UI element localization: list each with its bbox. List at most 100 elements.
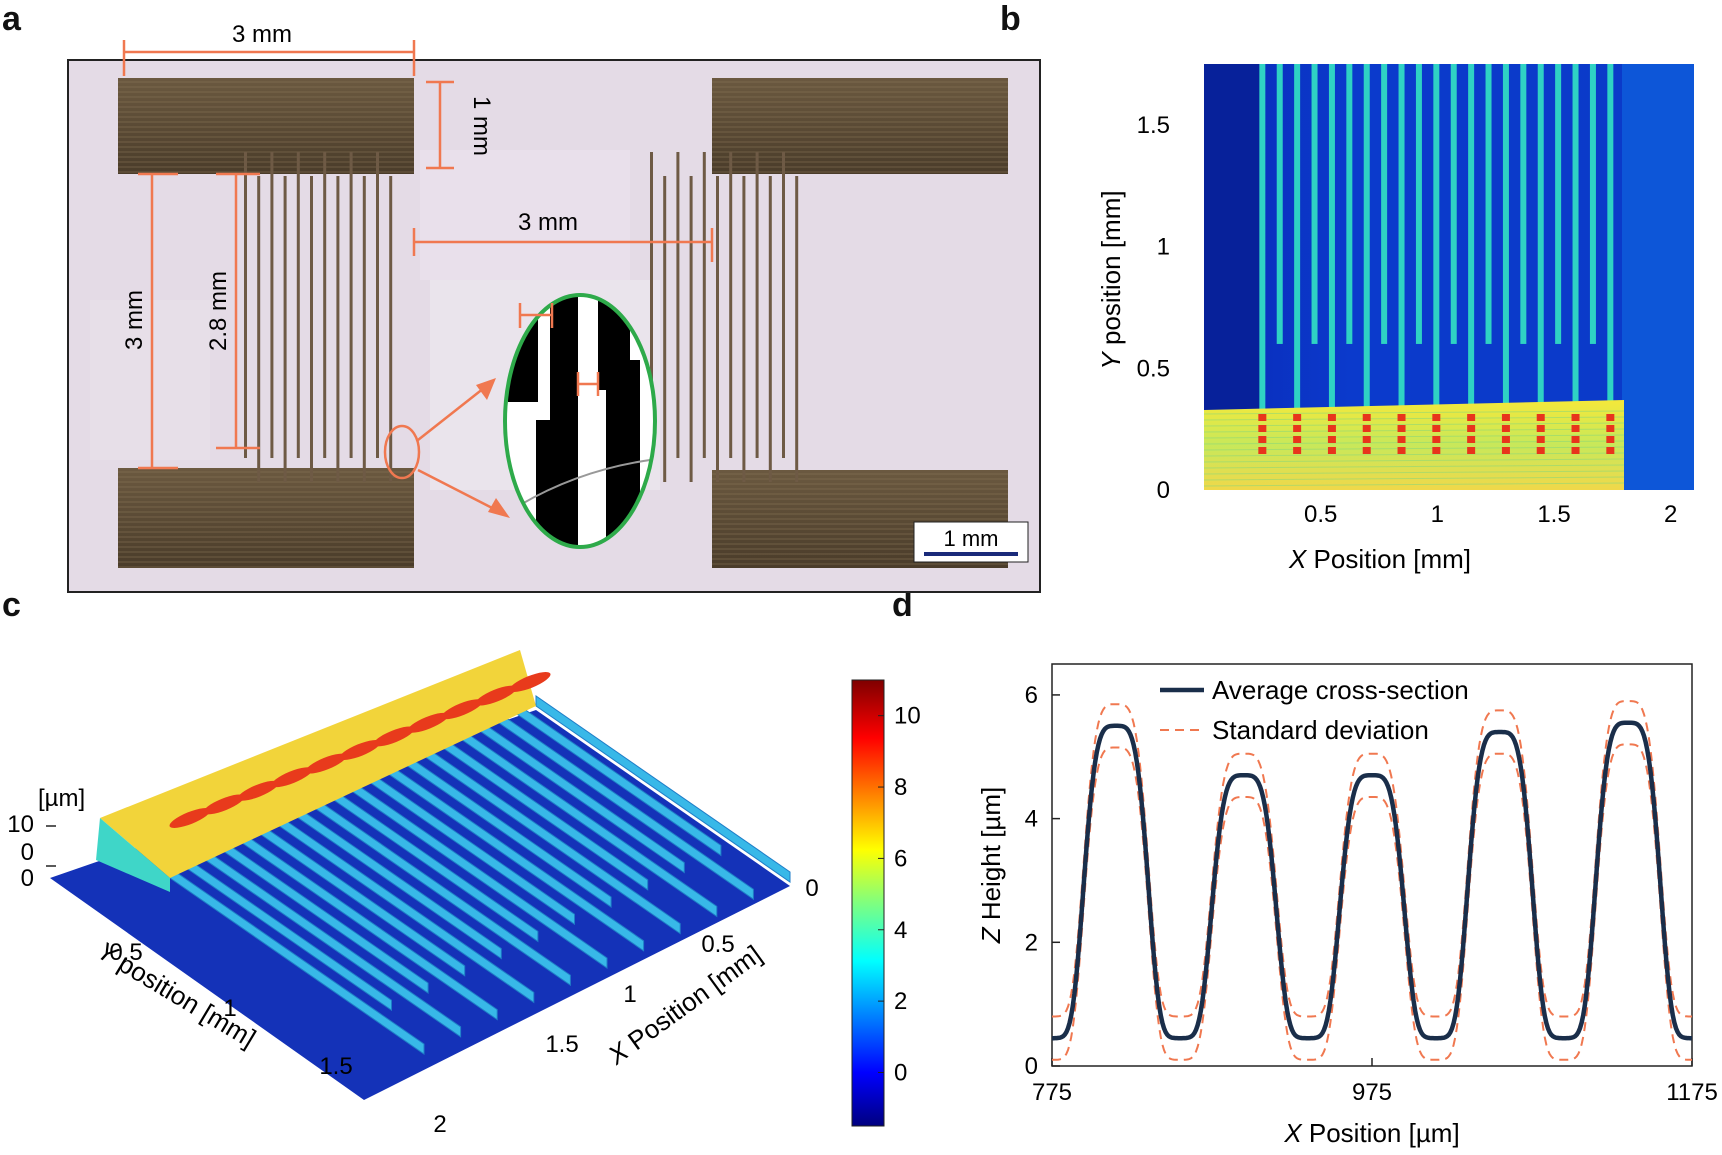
heightmap-b-finger	[1520, 64, 1527, 344]
finger-left	[310, 176, 313, 482]
finger-right	[663, 176, 667, 482]
heightmap-b-hotspot	[1327, 447, 1336, 454]
d-y-axis-label: Z Height [µm]	[976, 787, 1006, 945]
heightmap-b-finger	[1311, 64, 1318, 344]
d-x-tick: 975	[1352, 1079, 1392, 1106]
heightmap-b-hotspot	[1571, 447, 1580, 454]
heightmap-b-finger	[1276, 64, 1283, 344]
c-z-tick: 10	[7, 811, 34, 838]
heightmap-b-finger	[1537, 64, 1544, 413]
heightmap-b-finger	[1433, 64, 1440, 413]
heightmap-b-hotspot	[1397, 425, 1406, 432]
finger-right	[742, 176, 746, 482]
surface-c-ridge	[305, 753, 347, 774]
c-z-tick: 0	[21, 865, 34, 892]
finger-right	[716, 176, 719, 482]
heightmap-b-finger	[1607, 64, 1614, 413]
heightmap-b-fingers	[1259, 64, 1614, 413]
heightmap-b-hotspot	[1501, 436, 1510, 443]
series-std-lower	[1052, 743, 1692, 1061]
heightmap-b-hotspot	[1432, 425, 1441, 432]
finger-left	[270, 152, 274, 458]
heightmap-b-hotspot	[1362, 425, 1371, 432]
interdigitated-fingers	[244, 152, 799, 482]
heightmap-b-hotspot	[1501, 425, 1510, 432]
heightmap-b-hotspot	[1362, 436, 1371, 443]
finger-right	[702, 152, 706, 458]
heightmap-b-hotspot	[1432, 447, 1441, 454]
heightmap-b-hotspot	[1467, 425, 1476, 432]
heightmap-b-hotspot	[1293, 436, 1302, 443]
colorbar-tick: 10	[894, 703, 921, 730]
dimension-annotations	[122, 40, 714, 514]
finger-left	[349, 152, 353, 458]
heightmap-b-hotspots	[1258, 414, 1615, 454]
heightmap-b-hotspot	[1397, 436, 1406, 443]
heightmap-b-hotspot	[1606, 436, 1615, 443]
heightmap-b-hotspot	[1327, 414, 1336, 421]
heightmap-b-finger	[1328, 64, 1335, 413]
heightmap-b-finger	[1381, 64, 1388, 344]
heightmap-b-hotspot	[1571, 436, 1580, 443]
heightmap-b-hotspot	[1362, 414, 1371, 421]
b-y-tick: 0	[1157, 477, 1170, 504]
colorbar-tick: 4	[894, 917, 907, 944]
finger-left	[376, 152, 379, 458]
heightmap-b-hotspot	[1606, 425, 1615, 432]
electrode-pad-top-left	[118, 78, 414, 174]
heightmap-b-hotspot	[1536, 414, 1545, 421]
b-x-axis-label: X Position [mm]	[1288, 544, 1471, 574]
surface-c-ridge	[237, 780, 279, 801]
heightmap-b-hotspot	[1571, 414, 1580, 421]
b-x-tick: 1	[1431, 501, 1444, 528]
c-x-tick: 1.5	[545, 1031, 578, 1058]
surface-c-ridge	[339, 740, 381, 760]
d-x-tick: 775	[1032, 1079, 1072, 1106]
finger-left	[296, 152, 300, 458]
finger-left	[323, 152, 327, 458]
surface-c-finger	[535, 695, 791, 883]
heightmap-b-hotspot	[1258, 414, 1267, 421]
colorbar	[851, 679, 885, 1127]
scale-bar: 1 mm	[913, 521, 1029, 563]
series-std-upper	[1052, 700, 1692, 1018]
colorbar-tick: 2	[894, 988, 907, 1015]
heightmap-b-hotspot	[1536, 447, 1545, 454]
surface-c-ridge	[407, 712, 449, 733]
d-y-tick: 0	[1025, 1053, 1038, 1080]
surface-c-ridge	[509, 672, 551, 692]
c-z-unit: [µm]	[38, 785, 85, 812]
heightmap-b-hotspot	[1258, 447, 1267, 454]
finger-left	[389, 176, 393, 482]
inset-border	[503, 293, 657, 549]
heightmap-b-hotspot	[1362, 447, 1371, 454]
panel-letter-c: c	[2, 586, 21, 624]
heightmap-b-finger	[1415, 64, 1422, 344]
surface-c-fingers	[169, 695, 791, 1055]
c-y-tick: 2	[433, 1111, 446, 1138]
heightmap-b-finger	[1502, 64, 1509, 413]
panel-d-cross-section: 775 975 1175 0 2 4 6 Average cross-section Sta…	[976, 663, 1718, 1148]
colorbar-tick: 8	[894, 774, 907, 801]
finger-left	[257, 176, 261, 482]
d-y-tick: 2	[1025, 929, 1038, 956]
c-y-tick: 0.5	[109, 939, 142, 966]
b-y-axis-label: Y position [mm]	[1096, 190, 1126, 369]
dim-label-top-width: 3 mm	[232, 21, 292, 48]
surface-c-ridge	[373, 726, 415, 747]
colorbar-tick: 0	[894, 1059, 907, 1086]
surface-c-ridge	[271, 767, 313, 788]
dim-label-pad-height: 1 mm	[468, 96, 495, 156]
heightmap-b-hotspot	[1397, 447, 1406, 454]
panel-b-heightmap: 0.5 1 1.5 2 0 0.5 1 1.5 X Position [mm] Y posit…	[1096, 64, 1694, 574]
b-y-tick: 1.5	[1137, 112, 1170, 139]
electrode-pad-bottom-left	[118, 468, 414, 568]
surface-c-ridge	[475, 685, 517, 706]
inset-gap-markers	[518, 303, 600, 396]
panel-letter-d: d	[892, 586, 913, 624]
dim-label-span-outer: 3 mm	[121, 290, 148, 350]
legend-avg-label: Average cross-section	[1212, 675, 1469, 705]
finger-left	[362, 176, 366, 482]
legend-std-label: Standard deviation	[1212, 715, 1429, 745]
